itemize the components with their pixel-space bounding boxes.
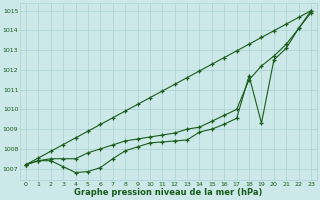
X-axis label: Graphe pression niveau de la mer (hPa): Graphe pression niveau de la mer (hPa) [74,188,263,197]
